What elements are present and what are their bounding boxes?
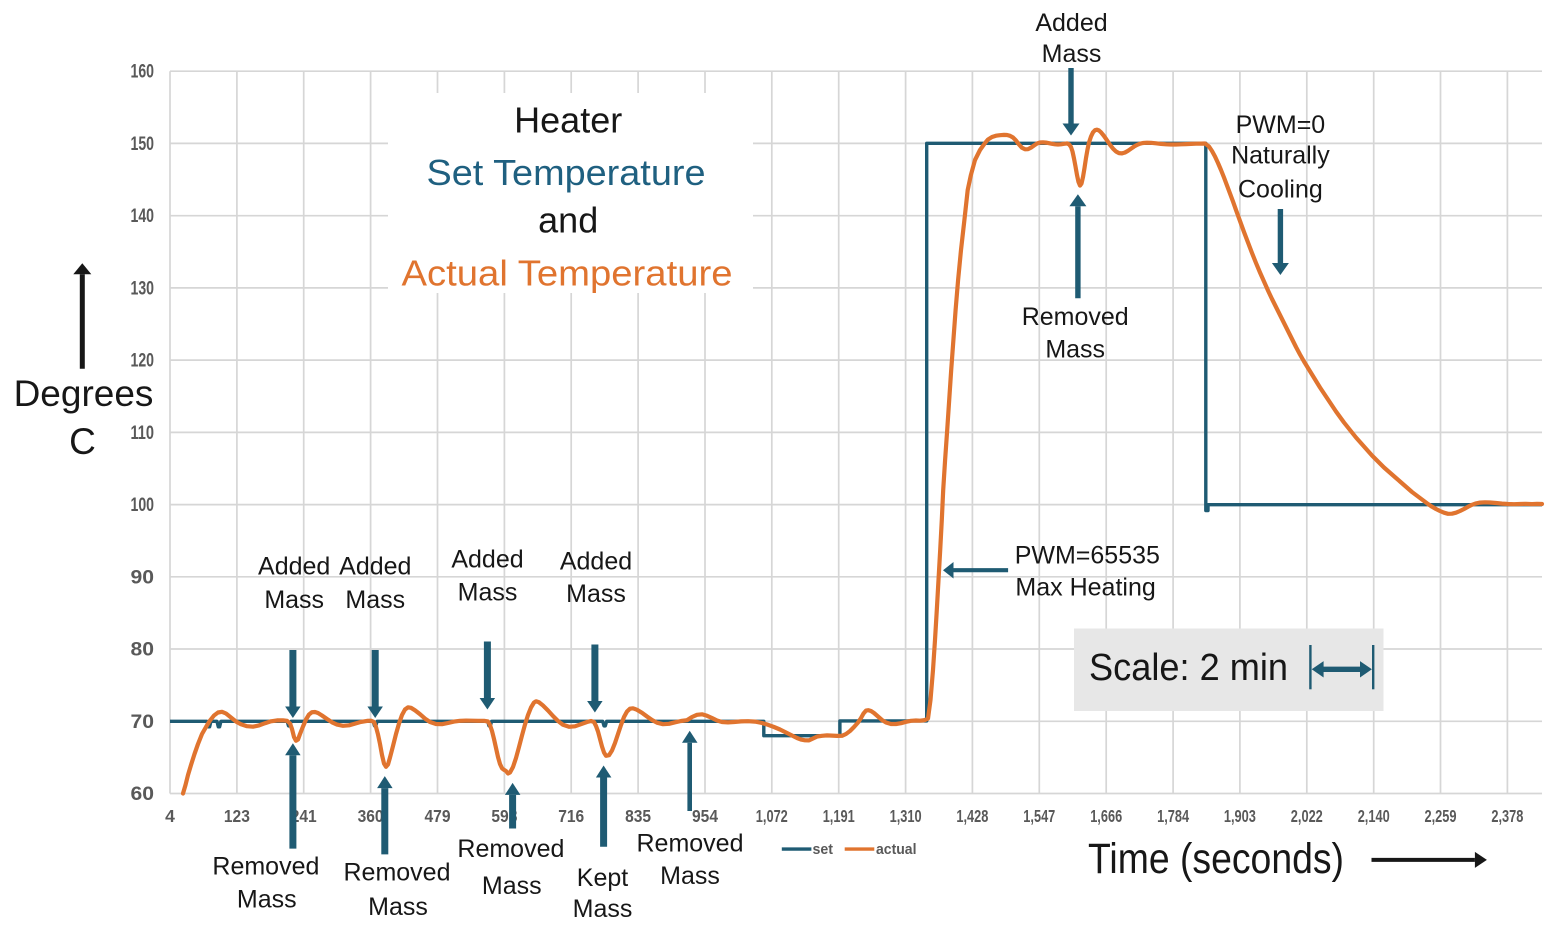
svg-text:Mass: Mass	[345, 586, 405, 614]
svg-text:Kept: Kept	[577, 864, 628, 892]
svg-text:140: 140	[131, 206, 155, 227]
svg-text:Time (seconds): Time (seconds)	[1088, 835, 1344, 883]
svg-text:actual: actual	[876, 842, 917, 858]
svg-text:Cooling: Cooling	[1238, 175, 1323, 203]
svg-text:360: 360	[358, 806, 384, 826]
svg-text:set: set	[813, 842, 834, 858]
svg-text:Mass: Mass	[566, 580, 626, 608]
svg-text:Naturally: Naturally	[1231, 141, 1330, 169]
svg-text:110: 110	[131, 423, 155, 444]
svg-text:954: 954	[692, 806, 718, 826]
svg-text:Mass: Mass	[1042, 40, 1102, 68]
svg-text:2,378: 2,378	[1491, 806, 1523, 826]
svg-text:160: 160	[131, 62, 155, 83]
svg-text:PWM=65535: PWM=65535	[1015, 542, 1160, 570]
svg-text:Removed: Removed	[344, 858, 451, 886]
svg-text:1,428: 1,428	[956, 806, 988, 826]
svg-text:Actual Temperature: Actual Temperature	[402, 253, 733, 294]
svg-text:Added: Added	[1035, 9, 1107, 37]
svg-text:1,310: 1,310	[890, 806, 922, 826]
svg-text:C: C	[69, 421, 96, 462]
svg-text:60: 60	[131, 784, 155, 805]
svg-text:120: 120	[131, 351, 155, 372]
svg-text:Removed: Removed	[212, 853, 319, 881]
svg-text:Heater: Heater	[514, 100, 622, 141]
svg-text:Mass: Mass	[660, 862, 720, 890]
svg-text:PWM=0: PWM=0	[1236, 111, 1326, 139]
svg-text:479: 479	[425, 806, 451, 826]
svg-text:Removed: Removed	[1022, 303, 1129, 331]
svg-text:Degrees: Degrees	[14, 373, 154, 414]
svg-text:Set Temperature: Set Temperature	[427, 152, 706, 193]
svg-text:130: 130	[131, 278, 155, 299]
svg-text:2,259: 2,259	[1425, 806, 1457, 826]
svg-text:Mass: Mass	[573, 895, 633, 923]
svg-text:Removed: Removed	[637, 829, 744, 857]
svg-text:Max Heating: Max Heating	[1015, 574, 1155, 602]
svg-text:Added: Added	[560, 547, 632, 575]
svg-text:Added: Added	[258, 553, 330, 581]
svg-text:4: 4	[165, 806, 175, 826]
svg-text:1,191: 1,191	[823, 806, 855, 826]
svg-text:70: 70	[131, 712, 155, 733]
svg-text:150: 150	[131, 134, 155, 155]
svg-text:Added: Added	[339, 553, 411, 581]
svg-text:123: 123	[224, 806, 250, 826]
svg-text:Mass: Mass	[1045, 336, 1105, 364]
svg-text:Scale: 2 min: Scale: 2 min	[1089, 647, 1288, 689]
svg-text:100: 100	[131, 495, 155, 516]
svg-text:241: 241	[291, 806, 317, 826]
svg-text:835: 835	[625, 806, 651, 826]
svg-text:Mass: Mass	[482, 872, 542, 900]
svg-text:1,784: 1,784	[1157, 806, 1189, 826]
svg-text:1,072: 1,072	[756, 806, 788, 826]
svg-text:90: 90	[131, 567, 155, 588]
svg-text:716: 716	[558, 806, 584, 826]
svg-text:1,666: 1,666	[1090, 806, 1122, 826]
svg-text:80: 80	[131, 640, 155, 661]
svg-text:1,547: 1,547	[1023, 806, 1055, 826]
svg-text:2,022: 2,022	[1291, 806, 1323, 826]
svg-text:Mass: Mass	[237, 885, 297, 913]
svg-text:2,140: 2,140	[1358, 806, 1390, 826]
svg-text:Mass: Mass	[368, 893, 428, 921]
svg-text:1,903: 1,903	[1224, 806, 1256, 826]
svg-text:Mass: Mass	[264, 586, 324, 614]
svg-text:Added: Added	[451, 545, 523, 573]
svg-text:Mass: Mass	[458, 579, 518, 607]
svg-text:Removed: Removed	[457, 835, 564, 863]
svg-text:and: and	[538, 200, 598, 241]
